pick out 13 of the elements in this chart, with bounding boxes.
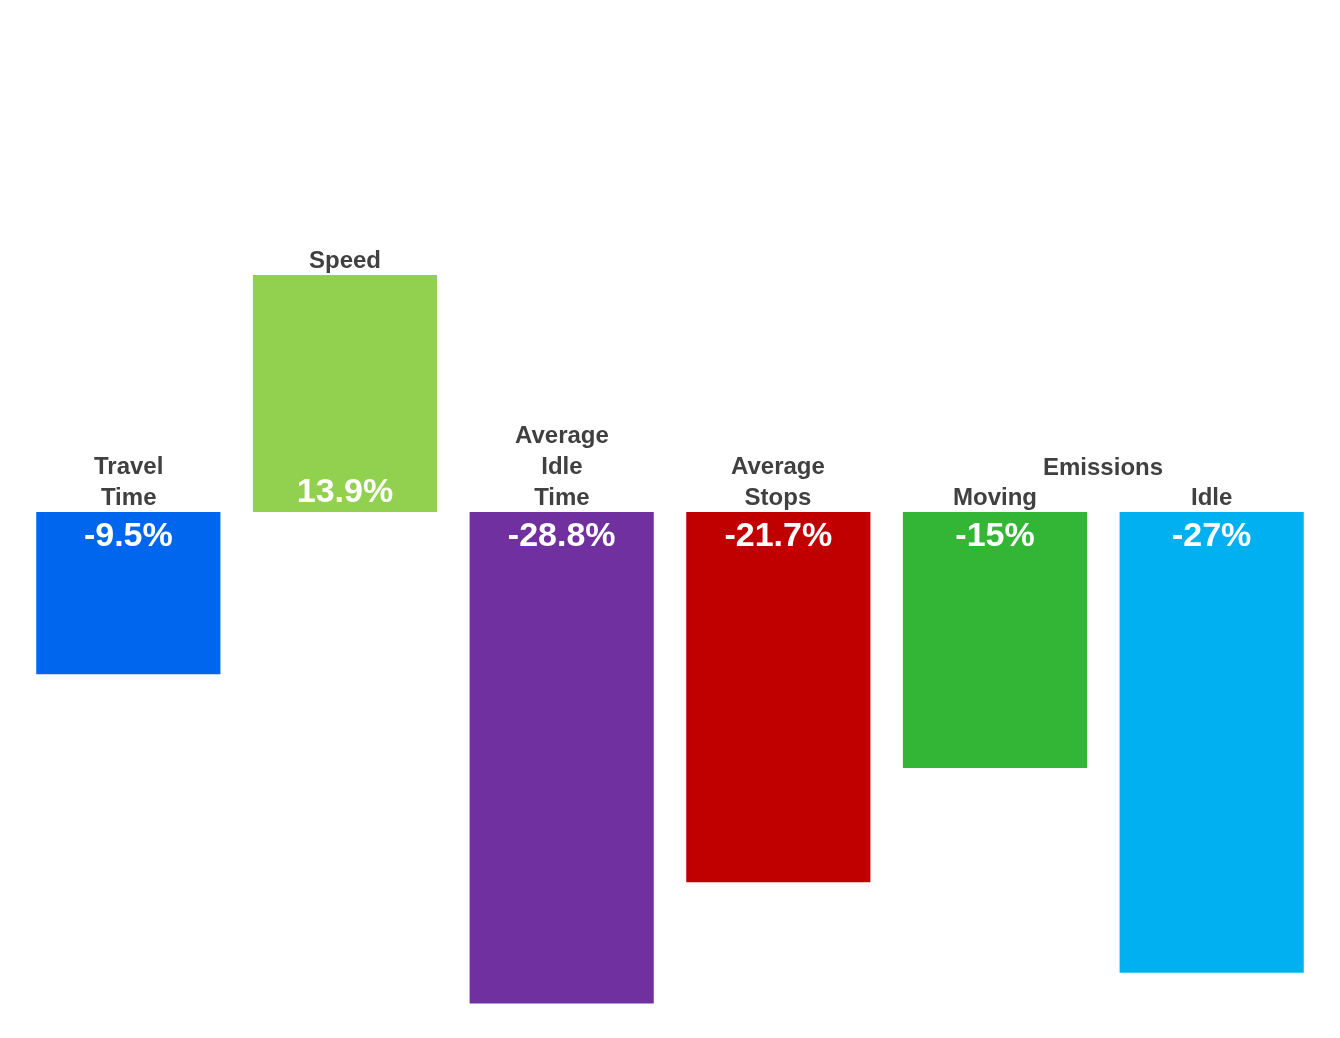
data-label: -21.7%: [724, 515, 833, 554]
data-label: 13.9%: [296, 471, 394, 510]
data-label: -27%: [1171, 515, 1252, 554]
x-tick-label: Average Stops: [731, 452, 825, 511]
x-tick-label: Speed: [309, 246, 382, 273]
annotation: Emissions: [1043, 453, 1164, 480]
x-tick-label: Moving: [953, 483, 1037, 510]
x-tick-label: Average Idle Time: [515, 421, 609, 511]
data-label: -9.5%: [83, 515, 173, 554]
x-tick-label: Idle: [1191, 483, 1233, 510]
x-tick-label: Travel Time: [94, 452, 164, 511]
data-label: -15%: [955, 515, 1035, 554]
data-label: -28.8%: [507, 515, 616, 554]
